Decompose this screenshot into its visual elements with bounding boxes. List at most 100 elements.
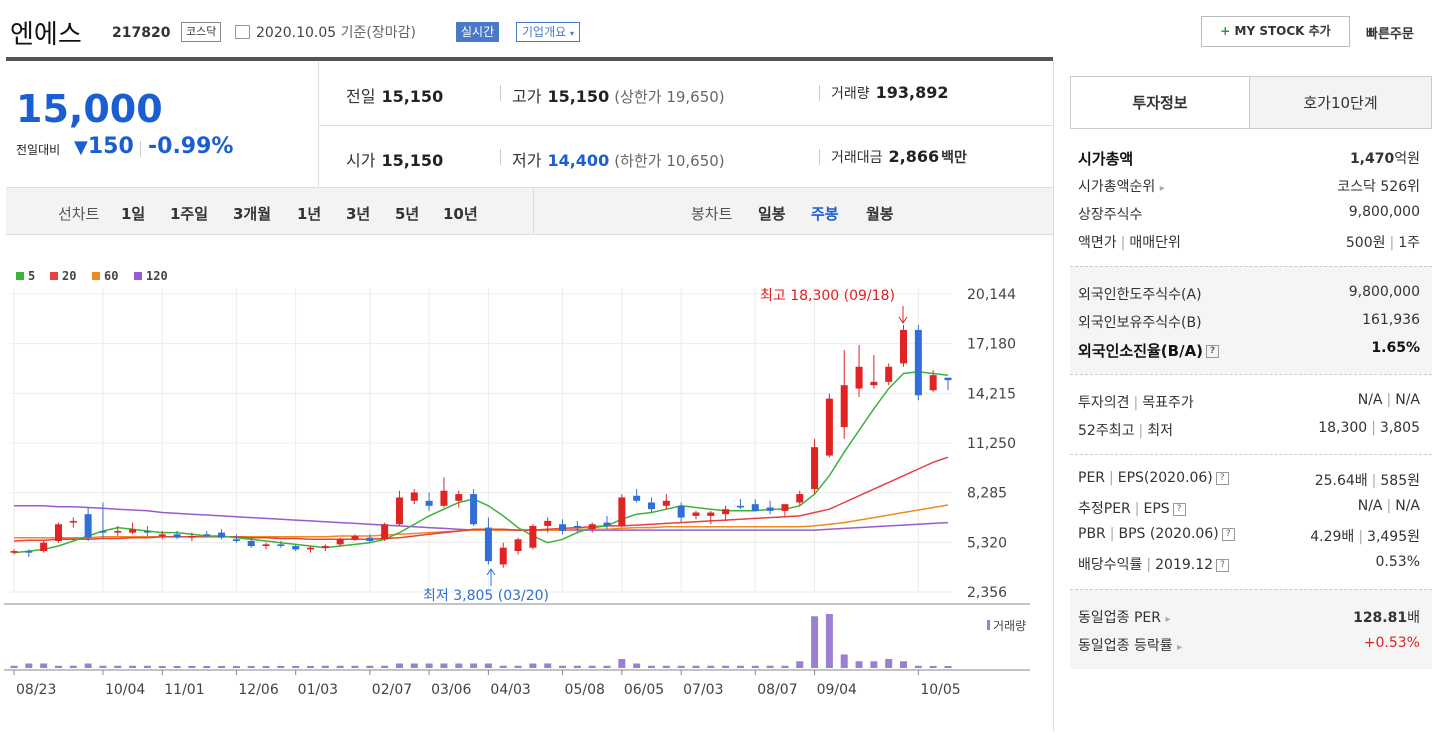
- listed-shares-row: 상장주식수 9,800,000: [1078, 204, 1420, 223]
- volume-bar: [559, 665, 567, 668]
- period-10y[interactable]: 10년: [443, 205, 478, 223]
- candle-monthly[interactable]: 월봉: [866, 205, 894, 223]
- candle-body: [84, 514, 92, 538]
- candle-body: [677, 505, 685, 518]
- help-icon[interactable]: ?: [1206, 345, 1220, 358]
- candle-body: [25, 551, 33, 553]
- realtime-button[interactable]: 실시간: [456, 22, 500, 42]
- candle-body: [247, 541, 255, 547]
- period-3y[interactable]: 3년: [346, 205, 371, 223]
- volume-bar: [544, 663, 552, 668]
- volume-bar: [529, 663, 537, 668]
- est-per-row: 추정PER | EPS? N/A | N/A: [1078, 498, 1420, 517]
- volume-bar: [218, 666, 226, 668]
- candle-body: [395, 497, 403, 525]
- candle-body: [307, 547, 315, 550]
- volume-bar: [825, 614, 833, 668]
- x-tick-label: 01/03: [298, 682, 338, 698]
- volume-bar: [870, 661, 878, 668]
- help-icon[interactable]: ?: [1215, 471, 1229, 485]
- x-tick-label: 03/06: [431, 682, 471, 698]
- quick-order-link[interactable]: 빠른주문: [1366, 27, 1414, 42]
- period-1w[interactable]: 1주일: [170, 205, 209, 223]
- volume-bar: [484, 663, 492, 668]
- volume-bar: [722, 665, 730, 668]
- period-1d[interactable]: 1일: [121, 205, 146, 223]
- candle-body: [573, 525, 581, 528]
- volume-bar: [410, 663, 418, 668]
- help-icon[interactable]: ?: [1216, 558, 1230, 572]
- volume-legend-swatch: [987, 620, 990, 630]
- low-price: 저가 14,400 (하한가 10,650): [512, 151, 725, 170]
- per-row: PER | EPS(2020.06)? 25.64배 | 585원: [1078, 470, 1420, 489]
- my-stock-add-button[interactable]: + MY STOCK 추가: [1201, 16, 1350, 47]
- x-tick-label: 07/03: [683, 682, 723, 698]
- candle-body: [811, 447, 819, 490]
- candle-body: [292, 546, 300, 550]
- candle-body: [914, 329, 922, 396]
- volume-bar: [307, 666, 315, 668]
- volume-bar: [203, 666, 211, 668]
- candle-body: [870, 381, 878, 386]
- candle-body: [529, 525, 537, 548]
- volume-bar: [395, 663, 403, 668]
- candle-body: [662, 500, 670, 506]
- help-icon[interactable]: ?: [1172, 502, 1186, 516]
- company-overview-dropdown[interactable]: 기업개요 ▾: [516, 22, 581, 42]
- stock-chart[interactable]: 5 20 60 120 20,144 17,180 14,215 11,250 8,285 5,3…: [0, 238, 1053, 731]
- market-badge: 코스닥: [181, 22, 222, 42]
- tab-order-book[interactable]: 호가10단계: [1250, 76, 1432, 129]
- period-5y[interactable]: 5년: [395, 205, 420, 223]
- volume-bar: [618, 659, 626, 668]
- compare-label: 전일대비: [16, 143, 61, 157]
- divider: [6, 57, 1053, 61]
- volume-bar: [707, 665, 715, 668]
- x-tick-label: 11/01: [164, 682, 204, 698]
- volume-bar: [455, 663, 463, 668]
- legend-swatch: [50, 272, 58, 280]
- candle-body: [559, 524, 567, 531]
- volume-bar: [588, 665, 596, 668]
- candle-body: [885, 366, 893, 382]
- help-icon[interactable]: ?: [1221, 527, 1235, 541]
- candle-body: [796, 494, 804, 503]
- x-tick-label: 10/05: [920, 682, 960, 698]
- period-3m[interactable]: 3개월: [233, 205, 272, 223]
- candle-body: [173, 534, 181, 538]
- tab-investment-info[interactable]: 투자정보: [1070, 76, 1250, 129]
- period-1y[interactable]: 1년: [297, 205, 322, 223]
- industry-change-row[interactable]: 동일업종 등락률 ▸ +0.53%: [1078, 635, 1420, 654]
- volume-bar: [766, 665, 774, 668]
- volume-bar: [677, 665, 685, 668]
- candle-body: [944, 377, 952, 381]
- chevron-right-icon: ▸: [1177, 642, 1183, 653]
- volume-bar: [840, 654, 848, 668]
- candle-body: [900, 329, 908, 364]
- volume-bar: [929, 666, 937, 668]
- prev-close: 전일 15,150: [346, 87, 444, 106]
- y-tick-label: 8,285: [967, 486, 1007, 502]
- plus-icon: +: [1220, 24, 1231, 38]
- candle-chart-label: 봉차트: [691, 205, 733, 223]
- volume-bar: [796, 661, 804, 668]
- volume-bar: [633, 663, 641, 668]
- candle-body: [781, 504, 789, 511]
- y-tick-label: 20,144: [967, 287, 1016, 303]
- volume-bar: [114, 665, 122, 668]
- candle-weekly[interactable]: 주봉: [811, 205, 839, 223]
- candle-body: [69, 520, 77, 523]
- high-annotation: 최고 18,300 (09/18): [760, 288, 895, 304]
- chevron-down-icon: ▾: [570, 29, 575, 38]
- market-cap-rank-row[interactable]: 시가총액순위 ▸ 코스닥 526위: [1078, 179, 1420, 195]
- chart-period-bar: 선차트 1일 1주일 3개월 1년 3년 5년 10년 봉차트 일봉 주봉 월봉: [6, 187, 1053, 235]
- candle-body: [232, 539, 240, 542]
- industry-per-row[interactable]: 동일업종 PER ▸ 128.81배: [1078, 610, 1420, 626]
- volume-bar: [470, 663, 478, 668]
- candle-body: [188, 535, 196, 538]
- candle-body: [114, 530, 122, 533]
- candle-daily[interactable]: 일봉: [758, 205, 786, 223]
- volume-bar: [647, 665, 655, 668]
- x-tick-label: 09/04: [817, 682, 857, 698]
- candle-body: [218, 532, 226, 538]
- volume-bar: [143, 665, 151, 668]
